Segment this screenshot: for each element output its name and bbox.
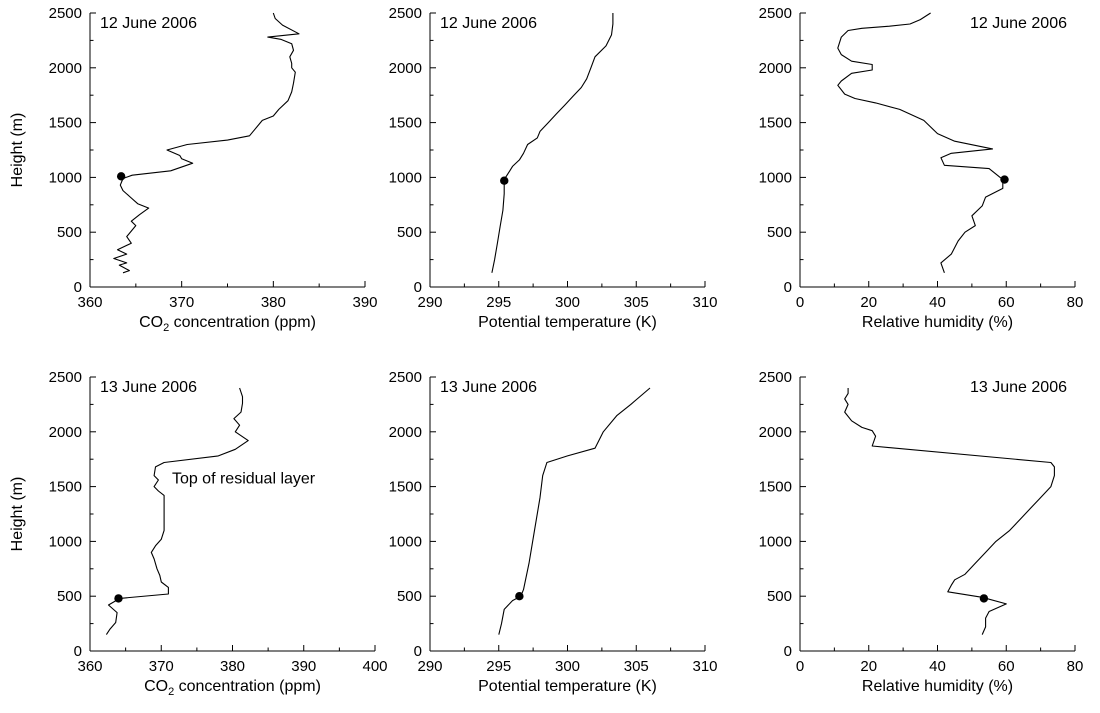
y-tick-label: 0 xyxy=(784,643,792,660)
x-tick-label: 290 xyxy=(417,294,442,311)
panel-top-middle: 0 500 1000 1500 2000 2500 290 295 300 305 310 Poten… xyxy=(389,5,718,331)
panel-top-right: 0 500 1000 1500 2000 2500 0 20 40 60 80 Relative hu… xyxy=(759,5,1084,331)
x-tick-label: 370 xyxy=(149,658,174,675)
profile-line xyxy=(113,12,300,274)
y-tick-label: 0 xyxy=(784,279,792,296)
x-tick-label: 360 xyxy=(77,658,102,675)
y-tick-label: 2000 xyxy=(389,424,422,441)
y-tick-label: 0 xyxy=(414,279,422,296)
date-label: 13 June 2006 xyxy=(100,379,197,396)
x-tick-label: 80 xyxy=(1067,294,1084,311)
x-tick-label: 80 xyxy=(1067,658,1084,675)
x-tick-label: 290 xyxy=(417,658,442,675)
y-tick-label: 1000 xyxy=(49,533,82,550)
y-tick-label: 500 xyxy=(397,224,422,241)
x-tick-label: 310 xyxy=(692,658,717,675)
x-tick-label: 380 xyxy=(261,294,286,311)
x-tick-label: 295 xyxy=(486,658,511,675)
profile-line xyxy=(844,388,1055,635)
marker-point xyxy=(116,172,126,181)
x-tick-label: 0 xyxy=(796,658,804,675)
marker-point xyxy=(114,594,123,603)
profile-line xyxy=(105,387,249,635)
marker-point xyxy=(979,594,989,603)
x-tick-label: 370 xyxy=(169,294,194,311)
y-tick-label: 2500 xyxy=(389,369,422,386)
y-tick-label: 1000 xyxy=(49,169,82,186)
y-tick-label: 1500 xyxy=(49,479,82,496)
y-axis-title: Height (m) xyxy=(9,113,26,188)
y-tick-label: 2500 xyxy=(389,5,422,22)
y-tick-label: 500 xyxy=(767,588,792,605)
y-tick-label: 2500 xyxy=(49,369,82,386)
panel-bottom-middle: 0 500 1000 1500 2000 2500 290 295 300 305 310 Poten… xyxy=(389,369,718,695)
panel-bottom-left: 0 500 1000 1500 2000 2500 360 370 380 390 400 CO2 c… xyxy=(9,369,388,698)
y-tick-label: 2500 xyxy=(49,5,82,22)
x-tick-label: 40 xyxy=(929,294,946,311)
date-label: 13 June 2006 xyxy=(970,379,1067,396)
x-axis-title: Relative humidity (%) xyxy=(862,678,1013,695)
x-tick-label: 300 xyxy=(555,658,580,675)
x-tick-label: 390 xyxy=(352,294,377,311)
y-tick-label: 1500 xyxy=(759,115,792,132)
y-tick-label: 2000 xyxy=(49,60,82,77)
y-tick-label: 2000 xyxy=(759,60,792,77)
y-tick-label: 1500 xyxy=(759,479,792,496)
profile-line xyxy=(498,387,651,635)
y-tick-label: 2500 xyxy=(759,5,792,22)
x-tick-label: 300 xyxy=(555,294,580,311)
y-tick-label: 0 xyxy=(74,279,82,296)
date-label: 13 June 2006 xyxy=(440,379,537,396)
marker-point xyxy=(1000,175,1009,184)
x-tick-label: 310 xyxy=(692,294,717,311)
date-label: 12 June 2006 xyxy=(100,15,197,32)
date-label: 12 June 2006 xyxy=(970,15,1067,32)
y-tick-label: 0 xyxy=(414,643,422,660)
y-tick-label: 2000 xyxy=(49,424,82,441)
x-tick-label: 40 xyxy=(929,658,946,675)
panel-bottom-right: 0 500 1000 1500 2000 2500 0 20 40 60 80 Relative hu… xyxy=(759,369,1084,695)
x-tick-label: 305 xyxy=(624,658,649,675)
x-axis-title: CO2 concentration (ppm) xyxy=(144,678,321,698)
panel-top-left: 0 500 1000 1500 2000 2500 360 370 380 390 CO2 conc… xyxy=(9,5,378,334)
x-tick-label: 60 xyxy=(998,294,1015,311)
x-axis-title: CO2 concentration (ppm) xyxy=(139,314,316,334)
y-tick-label: 2000 xyxy=(759,424,792,441)
y-tick-label: 500 xyxy=(767,224,792,241)
y-tick-label: 1500 xyxy=(389,115,422,132)
y-tick-label: 0 xyxy=(74,643,82,660)
x-tick-label: 295 xyxy=(486,294,511,311)
y-tick-label: 1000 xyxy=(759,533,792,550)
x-axis-title: Potential temperature (K) xyxy=(478,678,657,695)
date-label: 12 June 2006 xyxy=(440,15,537,32)
x-tick-label: 360 xyxy=(77,294,102,311)
x-tick-label: 0 xyxy=(796,294,804,311)
x-tick-label: 380 xyxy=(220,658,245,675)
x-tick-label: 20 xyxy=(860,294,877,311)
profile-line xyxy=(491,13,614,273)
x-axis-title: Relative humidity (%) xyxy=(862,314,1013,331)
profile-line xyxy=(837,12,1004,273)
x-axis-title: Potential temperature (K) xyxy=(478,314,657,331)
y-tick-label: 1000 xyxy=(759,169,792,186)
x-tick-label: 390 xyxy=(291,658,316,675)
y-tick-label: 1000 xyxy=(389,169,422,186)
y-tick-label: 2500 xyxy=(759,369,792,386)
y-tick-label: 500 xyxy=(397,588,422,605)
x-tick-label: 20 xyxy=(860,658,877,675)
y-tick-label: 500 xyxy=(57,588,82,605)
y-tick-label: 1500 xyxy=(49,115,82,132)
x-tick-label: 60 xyxy=(998,658,1015,675)
marker-point xyxy=(500,176,509,185)
x-tick-label: 400 xyxy=(362,658,387,675)
residual-layer-annotation: Top of residual layer xyxy=(172,470,316,487)
marker-point xyxy=(515,592,524,601)
x-tick-label: 305 xyxy=(624,294,649,311)
y-tick-label: 1000 xyxy=(389,533,422,550)
y-tick-label: 1500 xyxy=(389,479,422,496)
y-tick-label: 2000 xyxy=(389,60,422,77)
y-tick-label: 500 xyxy=(57,224,82,241)
y-axis-title: Height (m) xyxy=(9,477,26,552)
